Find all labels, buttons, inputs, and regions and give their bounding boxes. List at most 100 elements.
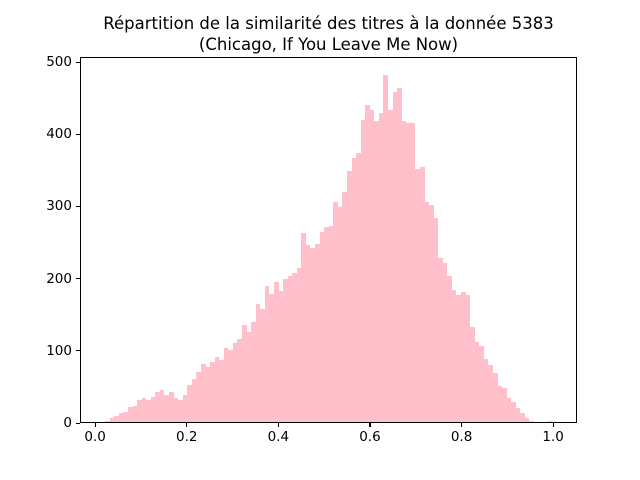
histogram-bar bbox=[410, 122, 416, 422]
histogram-bar bbox=[155, 391, 160, 422]
histogram-bar bbox=[292, 272, 297, 422]
histogram-bar bbox=[127, 406, 133, 422]
histogram-bar bbox=[223, 348, 229, 422]
histogram-bar bbox=[397, 88, 402, 422]
histogram-bar bbox=[365, 104, 370, 422]
histogram-bar bbox=[191, 378, 197, 422]
histogram-bar bbox=[319, 231, 325, 422]
histogram-bar bbox=[260, 308, 265, 422]
x-tick-mark bbox=[94, 423, 96, 427]
histogram-bar bbox=[524, 418, 530, 422]
histogram-bar bbox=[132, 405, 138, 422]
histogram-bar bbox=[451, 289, 457, 422]
histogram-bar bbox=[296, 267, 302, 422]
histogram-bar bbox=[109, 418, 115, 422]
histogram-bar bbox=[337, 206, 343, 422]
x-tick-mark bbox=[277, 423, 280, 427]
y-tick-label: 400 bbox=[46, 126, 72, 143]
histogram-bar bbox=[182, 395, 188, 422]
histogram-bar bbox=[273, 282, 279, 422]
histogram-bar bbox=[497, 386, 503, 422]
y-tick-label: 300 bbox=[46, 198, 72, 215]
histogram-bar bbox=[169, 391, 174, 422]
y-tick-label: 100 bbox=[46, 342, 72, 359]
histogram-bar bbox=[178, 400, 183, 422]
histogram-bar bbox=[287, 275, 293, 422]
histogram-bar bbox=[310, 247, 316, 422]
histogram-bar bbox=[360, 120, 366, 422]
histogram-bar bbox=[246, 331, 252, 422]
histogram-bar bbox=[378, 113, 384, 422]
x-tick-label: 0.8 bbox=[450, 429, 473, 445]
histogram-bar bbox=[237, 339, 243, 422]
histogram-bar bbox=[305, 244, 311, 422]
histogram-bar bbox=[219, 359, 224, 422]
x-tick-mark bbox=[552, 423, 554, 427]
chart-title-line1: Répartition de la similarité des titres … bbox=[103, 14, 554, 33]
histogram-bar bbox=[415, 169, 420, 422]
histogram-bar bbox=[137, 400, 142, 422]
y-axis: 0 100 200 300 400 500 bbox=[0, 54, 80, 431]
histogram-bar bbox=[269, 293, 274, 422]
histogram-bar bbox=[141, 398, 147, 422]
histogram-bar bbox=[488, 364, 493, 422]
y-tick-label: 200 bbox=[46, 270, 72, 287]
histogram-bar bbox=[173, 398, 179, 422]
histogram-bar bbox=[123, 411, 128, 422]
histogram-bar bbox=[187, 385, 192, 422]
histogram-bar bbox=[328, 226, 334, 422]
plot-area bbox=[80, 57, 577, 423]
histogram-bar bbox=[369, 109, 375, 422]
histogram-bar bbox=[105, 420, 110, 422]
x-tick-label: 0.6 bbox=[359, 429, 381, 445]
histogram-bar bbox=[520, 413, 525, 422]
histogram-bar bbox=[479, 345, 484, 422]
histogram-bar bbox=[529, 421, 535, 422]
y-tick-mark bbox=[76, 61, 80, 63]
histogram-bar bbox=[483, 358, 489, 422]
histogram-bar bbox=[351, 157, 357, 422]
histogram-bar bbox=[150, 396, 156, 422]
histogram-bar bbox=[301, 233, 306, 422]
histogram-bar bbox=[196, 372, 201, 422]
histogram-bar bbox=[392, 91, 398, 422]
histogram-bar bbox=[492, 373, 498, 422]
histogram-bar bbox=[388, 109, 393, 422]
histogram-bar bbox=[401, 121, 407, 422]
histogram-bar bbox=[232, 343, 238, 422]
histogram-bar bbox=[419, 167, 425, 422]
histogram-bar bbox=[406, 122, 411, 422]
histogram-bar bbox=[547, 420, 553, 422]
histogram-bar bbox=[278, 290, 284, 422]
x-tick-mark bbox=[186, 423, 188, 427]
histogram-bar bbox=[228, 349, 233, 422]
histogram-bar bbox=[433, 218, 439, 422]
histogram-bars bbox=[96, 58, 553, 422]
histogram-bar bbox=[465, 294, 471, 422]
histogram-bar bbox=[264, 285, 270, 422]
histogram-bar bbox=[146, 400, 151, 422]
x-tick-mark bbox=[369, 423, 371, 427]
histogram-bar bbox=[159, 389, 165, 422]
y-tick-mark bbox=[76, 278, 80, 280]
histogram-bar bbox=[164, 395, 170, 422]
histogram-bar bbox=[315, 243, 320, 422]
histogram-bar bbox=[210, 362, 215, 422]
histogram-bar bbox=[447, 275, 452, 422]
histogram-bar bbox=[356, 152, 361, 422]
histogram-bar bbox=[461, 292, 466, 422]
histogram-bar bbox=[324, 226, 329, 422]
histogram-bar bbox=[205, 366, 211, 422]
y-tick-label: 0 bbox=[63, 415, 72, 431]
y-tick-mark bbox=[76, 205, 80, 208]
histogram-bar bbox=[442, 262, 448, 422]
x-axis: 0.0 0.2 0.4 0.6 0.8 1.0 bbox=[80, 423, 577, 453]
histogram-bar bbox=[114, 416, 119, 422]
x-tick-mark bbox=[461, 423, 463, 427]
x-tick-label: 0.0 bbox=[84, 429, 106, 445]
histogram-bar bbox=[200, 363, 206, 422]
histogram-bar bbox=[474, 341, 480, 422]
histogram-bar bbox=[342, 192, 347, 422]
histogram-bar bbox=[283, 279, 288, 422]
